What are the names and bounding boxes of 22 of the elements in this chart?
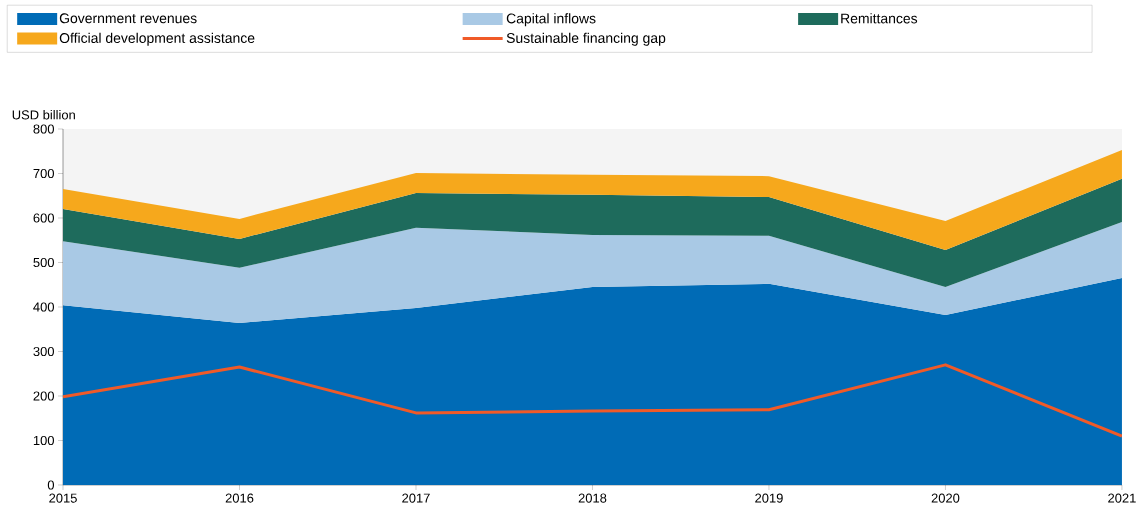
y-tick-label: 100 [33,435,54,446]
x-tick-label: 2020 [931,493,960,503]
y-tick-label: 0 [47,480,55,490]
x-tick-label: 2017 [402,493,430,503]
y-tick-label: 700 [33,168,54,179]
x-tick-label: 2016 [225,493,254,503]
x-tick-label: 2015 [49,493,77,503]
y-tick-label: 500 [33,257,54,268]
y-tick-label: 300 [33,346,54,357]
x-tick-label: 2018 [578,493,607,503]
x-tick-label: 2019 [755,493,783,503]
y-tick-label: 800 [33,124,54,134]
x-tick-label: 2021 [1108,493,1136,503]
y-tick-label: 600 [33,213,54,223]
legend-label: Government revenues [59,13,197,24]
legend-label: Capital inflows [506,13,596,27]
legend-label: Remittances [841,13,918,24]
legend-label: Official development assistance [59,32,255,46]
legend-label: Sustainable financing gap [506,32,666,46]
y-axis-title: USD billion [12,109,75,120]
y-tick-label: 200 [33,391,54,401]
y-tick-label: 400 [33,302,54,312]
